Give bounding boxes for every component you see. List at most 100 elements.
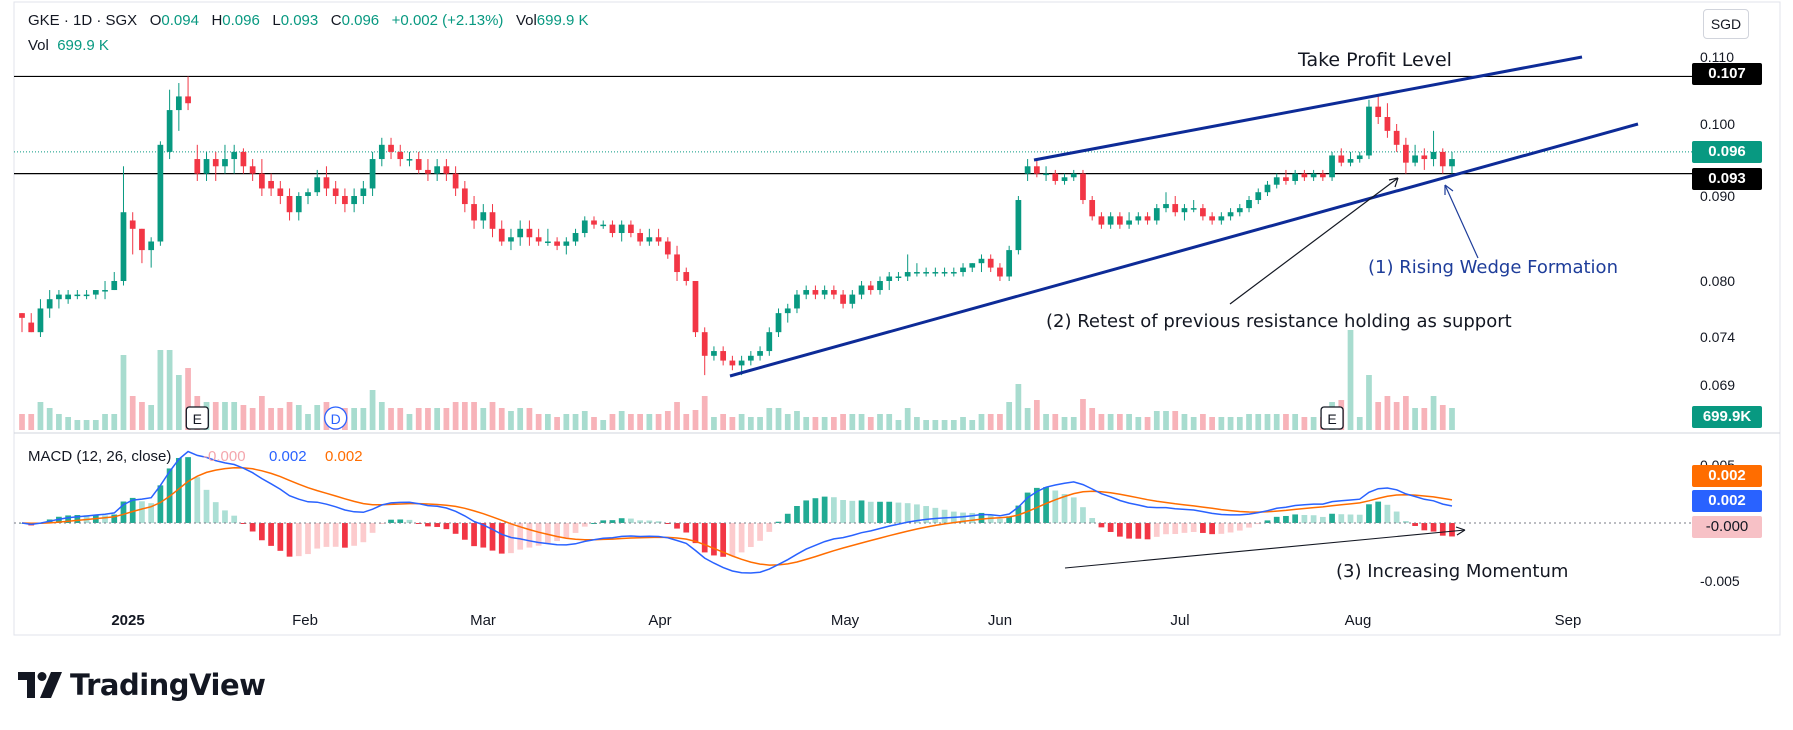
volume-bar bbox=[305, 414, 311, 430]
macd-histogram-bar bbox=[877, 501, 883, 523]
annotation-drawings bbox=[729, 55, 1639, 569]
candle-body bbox=[388, 144, 394, 152]
macd-histogram-bar bbox=[489, 523, 496, 551]
macd-histogram-bar bbox=[978, 512, 985, 523]
volume-legend[interactable]: Vol 699.9 K bbox=[28, 37, 109, 54]
chart-canvas[interactable]: 0.110 0.100 0.090 0.080 0.074 0.069 2025 Feb Mar… bbox=[0, 0, 1793, 660]
macd-histogram-bar bbox=[1117, 523, 1123, 537]
candle-body bbox=[1449, 159, 1455, 167]
volume-bar bbox=[655, 414, 662, 430]
wedge-upper-line bbox=[1033, 55, 1583, 162]
currency-button[interactable]: SGD bbox=[1703, 9, 1749, 39]
candle-body bbox=[37, 308, 44, 333]
change-value: +0.002 (+2.13%) bbox=[391, 12, 504, 29]
volume-bar bbox=[443, 408, 450, 430]
macd-histogram-bar bbox=[425, 523, 431, 527]
volume-bar bbox=[120, 355, 127, 430]
candle-body bbox=[1209, 216, 1215, 221]
candle-body bbox=[1006, 250, 1013, 277]
volume-bar bbox=[1366, 375, 1372, 430]
macd-histogram-bar bbox=[212, 502, 219, 523]
macd-histogram-bar bbox=[1264, 520, 1271, 523]
macd-histogram-bar bbox=[923, 506, 929, 523]
volume-bar bbox=[932, 420, 939, 430]
candle-body bbox=[794, 294, 800, 309]
macd-histogram-bar bbox=[1301, 514, 1308, 523]
volume-bar bbox=[148, 405, 155, 430]
dividend-marker bbox=[324, 406, 348, 430]
candle-body bbox=[351, 196, 357, 205]
macd-histogram-bar bbox=[1439, 523, 1446, 536]
candle-body bbox=[757, 351, 763, 356]
earnings-marker bbox=[185, 406, 209, 430]
candle-body bbox=[74, 294, 81, 297]
macd-hist-tag: -0.000 bbox=[1692, 516, 1762, 538]
macd-histogram-bar bbox=[1375, 501, 1382, 523]
macd-histogram-bar bbox=[1144, 523, 1151, 540]
macd-histogram-bar bbox=[139, 501, 145, 523]
candle-body bbox=[904, 272, 911, 277]
volume-bar bbox=[840, 414, 846, 430]
macd-histogram-bar bbox=[249, 523, 256, 532]
y-tick-label: 0.110 bbox=[1700, 49, 1734, 65]
candle-body bbox=[941, 272, 948, 274]
candle-body bbox=[609, 224, 616, 234]
volume-bar bbox=[1384, 396, 1391, 430]
volume-bar bbox=[747, 417, 754, 430]
candle-body bbox=[637, 233, 643, 242]
macd-histogram-bar bbox=[1356, 514, 1363, 523]
macd-histogram-bar bbox=[674, 523, 680, 529]
macd-histogram-bar bbox=[932, 507, 939, 523]
volume-bar bbox=[692, 410, 699, 430]
candle-body bbox=[655, 237, 662, 242]
volume-bar bbox=[231, 402, 238, 430]
volume-bar bbox=[1181, 414, 1188, 430]
macd-histogram-bar bbox=[111, 514, 118, 523]
volume-bar bbox=[1015, 384, 1022, 430]
macd-histogram bbox=[19, 457, 1455, 557]
volume-bar bbox=[738, 414, 745, 430]
volume-bar bbox=[425, 408, 431, 430]
volume-bar bbox=[1061, 417, 1068, 430]
macd-histogram-bar bbox=[1209, 523, 1215, 535]
volume-bar bbox=[212, 402, 219, 430]
macd-histogram-bar bbox=[1273, 516, 1280, 523]
volume-bar bbox=[600, 420, 607, 430]
macd-histogram-bar bbox=[295, 523, 302, 557]
macd-histogram-bar bbox=[997, 518, 1003, 523]
candle-body bbox=[443, 166, 450, 174]
candle-body bbox=[1052, 173, 1059, 181]
tradingview-logo[interactable]: TradingView bbox=[18, 668, 266, 702]
momentum-arrowhead bbox=[1455, 526, 1466, 536]
last-price-tag: 0.096 bbox=[1692, 141, 1762, 163]
volume-bar bbox=[794, 411, 800, 430]
volume-bar bbox=[628, 414, 634, 430]
open-value: 0.094 bbox=[161, 12, 199, 29]
x-tick-label: May bbox=[831, 612, 860, 629]
candle-body bbox=[784, 308, 791, 314]
candle-body bbox=[1107, 216, 1114, 225]
symbol-title[interactable]: GKE · 1D · SGX bbox=[28, 12, 138, 29]
candle-body bbox=[1356, 155, 1363, 160]
x-tick-label: Aug bbox=[1345, 612, 1372, 629]
macd-histogram-bar bbox=[969, 512, 976, 523]
candle-body bbox=[738, 360, 745, 366]
macd-histogram-bar bbox=[600, 520, 607, 523]
volume-bar bbox=[1264, 414, 1271, 430]
volume-bar bbox=[1163, 411, 1169, 430]
volume-bar bbox=[351, 408, 357, 430]
volume-bar bbox=[1135, 417, 1142, 430]
macd-histogram-bar bbox=[609, 520, 616, 523]
macd-histogram-bar bbox=[1135, 523, 1142, 539]
volume-bar bbox=[1043, 414, 1049, 430]
volume-bar bbox=[56, 414, 62, 430]
volume-bar bbox=[1236, 417, 1243, 430]
macd-histogram-bar bbox=[784, 513, 791, 523]
volume-bar bbox=[1301, 417, 1308, 430]
candle-body bbox=[600, 224, 607, 227]
volume-bar bbox=[1310, 417, 1317, 430]
candle-body bbox=[102, 290, 108, 292]
macd-histogram-bar bbox=[554, 523, 560, 542]
candle-body bbox=[83, 294, 90, 297]
volume-bar bbox=[1089, 408, 1096, 430]
